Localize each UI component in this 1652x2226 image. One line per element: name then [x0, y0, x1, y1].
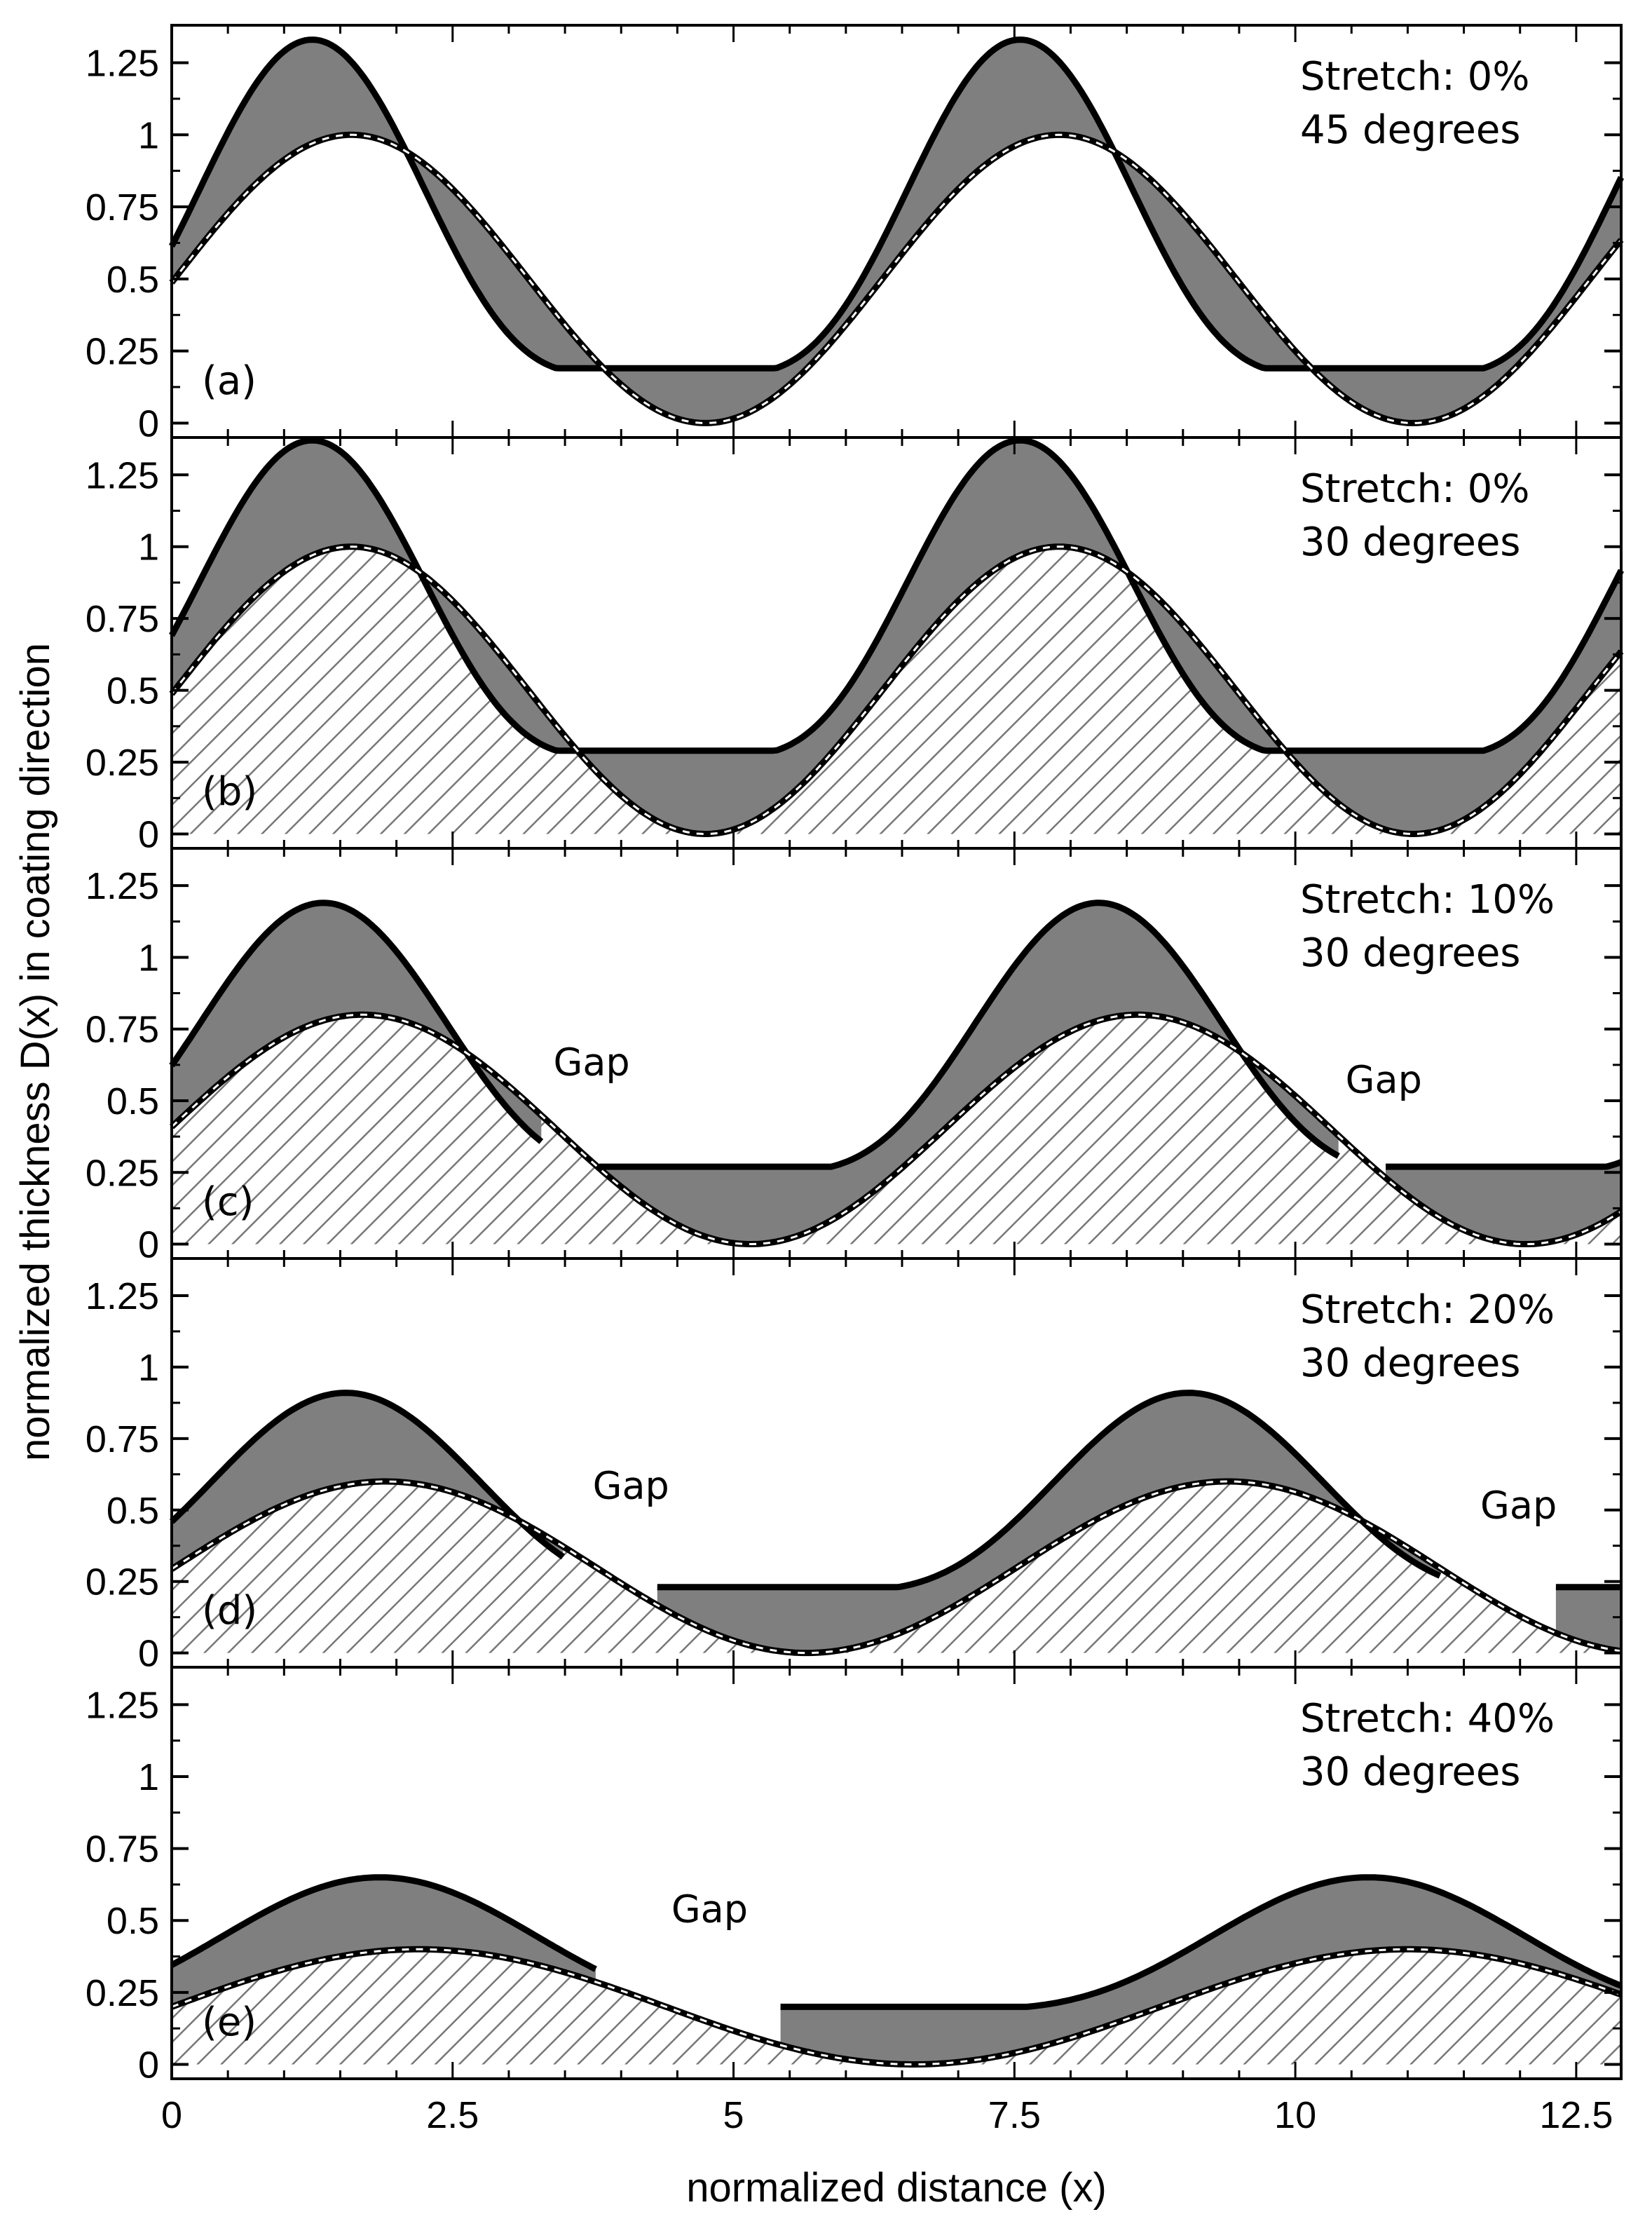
- x-tick-label: 12.5: [1539, 2094, 1613, 2136]
- stretch-annotation: Stretch: 0%: [1300, 466, 1530, 512]
- y-tick-label: 0.5: [107, 1080, 159, 1122]
- x-tick-label: 2.5: [426, 2094, 479, 2136]
- y-tick-label: 0.75: [86, 1828, 159, 1871]
- y-tick-label: 1.25: [86, 1684, 159, 1726]
- y-tick-label: 1.25: [86, 865, 159, 907]
- y-tick-label: 1: [138, 1347, 159, 1389]
- y-axis-title: normalized thickness D(x) in coating dir…: [13, 643, 58, 1461]
- panel-3: Gap Gap 0 0.25 0.5 0.75 1 1.25 Stretch: 10% 30 de…: [86, 847, 1623, 1266]
- gap-label: Gap: [553, 1040, 629, 1084]
- panel-label: (e): [202, 2000, 257, 2045]
- coating-band: [1386, 1162, 1621, 1244]
- y-tick-label: 0: [138, 402, 159, 444]
- upper-curve: [169, 1390, 565, 1560]
- angle-annotation: 30 degrees: [1300, 930, 1520, 976]
- panel-label: (c): [202, 1179, 254, 1225]
- coating-band: [172, 39, 1621, 423]
- y-tick-label: 0.5: [107, 670, 159, 712]
- panel-label: (d): [202, 1588, 257, 1634]
- y-tick-label: 1: [138, 114, 159, 156]
- coating-band: [780, 1877, 1621, 2065]
- y-tick-label: 0.5: [107, 1490, 159, 1532]
- y-tick-label: 0.5: [107, 1900, 159, 1942]
- stretch-annotation: Stretch: 40%: [1300, 1696, 1555, 1742]
- y-tick-label: 1: [138, 527, 159, 569]
- coating-band: [1555, 1587, 1621, 1651]
- x-tick-label: 0: [161, 2094, 182, 2136]
- upper-curve: [169, 900, 544, 1144]
- y-tick-label: 0.25: [86, 1152, 159, 1194]
- hatched-region: [172, 546, 1621, 834]
- stretch-annotation: Stretch: 10%: [1300, 877, 1555, 923]
- gap-marker: [1334, 1099, 1391, 1118]
- x-tick-label: 7.5: [988, 2094, 1041, 2136]
- y-tick-label: 0.75: [86, 186, 159, 229]
- y-tick-label: 0.25: [86, 742, 159, 784]
- y-tick-label: 1: [138, 937, 159, 979]
- angle-annotation: 30 degrees: [1300, 1341, 1520, 1386]
- y-tick-label: 1.25: [86, 454, 159, 496]
- panel-frame: [170, 1666, 1623, 2080]
- panel-1: 0 0.25 0.5 0.75 1 1.25 Stretch: 0% 45 degrees (a…: [86, 24, 1625, 444]
- upper-curve: [168, 36, 1625, 372]
- panel-2: 0 0.25 0.5 0.75 1 1.25 Stretch: 0% 30 degrees (b…: [86, 436, 1625, 856]
- lower-curve-dash: [170, 545, 1623, 835]
- panel-label: (a): [202, 358, 257, 404]
- gap-label: Gap: [1346, 1057, 1422, 1101]
- y-tick-label: 0.75: [86, 1009, 159, 1051]
- upper-curve: [780, 1874, 1623, 2010]
- y-tick-label: 0.25: [86, 331, 159, 373]
- y-tick-label: 0: [138, 1633, 159, 1675]
- y-tick-label: 0.25: [86, 1561, 159, 1603]
- y-tick-label: 0.75: [86, 1418, 159, 1460]
- hatched-region: [172, 1481, 1621, 1653]
- y-tick-label: 1: [138, 1756, 159, 1798]
- coating-band: [599, 902, 1339, 1244]
- upper-curve: [170, 1874, 597, 1972]
- gap-label: Gap: [671, 1887, 748, 1932]
- y-tick-label: 1.25: [86, 42, 159, 84]
- upper-curve: [599, 900, 1340, 1170]
- y-tick-label: 0: [138, 2044, 159, 2086]
- upper-curve: [1386, 1159, 1623, 1170]
- x-tick-label: 5: [723, 2094, 744, 2136]
- hatched-region: [172, 1949, 1621, 2065]
- gap-label: Gap: [1480, 1484, 1557, 1528]
- y-tick-label: 0.25: [86, 1972, 159, 2014]
- angle-annotation: 30 degrees: [1300, 1749, 1520, 1795]
- angle-annotation: 45 degrees: [1300, 107, 1520, 153]
- angle-annotation: 30 degrees: [1300, 520, 1520, 565]
- x-axis-title: normalized distance (x): [686, 2165, 1107, 2211]
- panel-label: (b): [202, 769, 257, 815]
- lower-curve-dash: [170, 1013, 1622, 1245]
- panels: 0 0.25 0.5 0.75 1 1.25 Stretch: 0% 45 degrees (a…: [86, 24, 1625, 2086]
- stretch-annotation: Stretch: 20%: [1300, 1287, 1555, 1333]
- y-tick-label: 0.5: [107, 259, 159, 301]
- upper-curve: [169, 437, 1625, 754]
- y-tick-label: 0: [138, 814, 159, 856]
- gap-marker: [542, 1082, 599, 1100]
- x-tick-label: 10: [1274, 2094, 1316, 2136]
- coating-band: [172, 902, 542, 1142]
- panel-5: Gap 0 0.25 0.5 0.75 1 1.25 Stretch: 40% 30 degre…: [86, 1666, 1623, 2086]
- y-tick-label: 1.25: [86, 1275, 159, 1317]
- upper-curve: [657, 1390, 1442, 1591]
- coating-band: [172, 440, 1621, 834]
- stretch-annotation: Stretch: 0%: [1300, 54, 1530, 100]
- y-tick-label: 0: [138, 1224, 159, 1266]
- lower-curve-dash: [171, 1480, 1622, 1655]
- x-axis: 0 2.5 5 7.5 10 12.5: [161, 2094, 1613, 2136]
- lower-curve-dash: [170, 133, 1623, 424]
- y-tick-label: 0.75: [86, 598, 159, 640]
- lower-curve-dash: [171, 1948, 1622, 2065]
- panel-4: Gap Gap 0 0.25 0.5 0.75 1 1.25 Stretch: 20% 30 de…: [86, 1257, 1623, 1675]
- gap-marker: [660, 1929, 716, 1947]
- gap-label: Gap: [593, 1463, 669, 1507]
